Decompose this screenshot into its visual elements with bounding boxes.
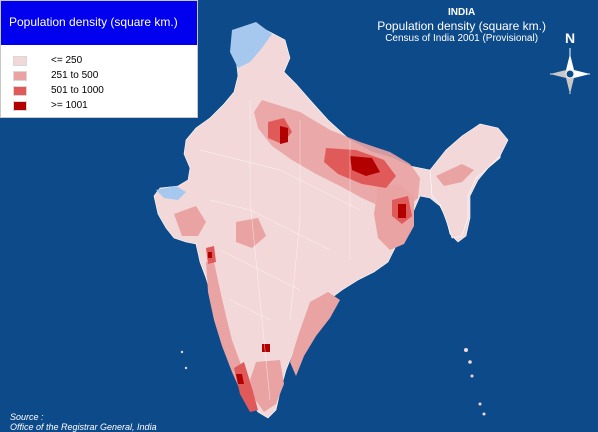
gulf-of-kutch: [156, 186, 186, 200]
delhi-core: [280, 126, 288, 144]
map-subtitle: Population density (square km.): [377, 19, 546, 33]
nicobar-island: [478, 402, 482, 406]
district-boundaries: [199, 100, 361, 401]
north-label: N: [565, 30, 576, 46]
country-title: INDIA: [448, 7, 476, 18]
legend-label: 251 to 500: [51, 70, 99, 81]
source-text: Office of the Registrar General, India: [10, 422, 157, 432]
source-label: Source :: [10, 412, 44, 422]
source-note: Source : Office of the Registrar General…: [10, 412, 157, 432]
legend-item: 251 to 500: [13, 68, 197, 83]
legend-swatch-max: [13, 100, 27, 111]
lakshadweep-island: [184, 366, 188, 370]
bihar-core: [350, 156, 380, 176]
map-title-block: INDIA Population density (square km.) Ce…: [377, 7, 546, 45]
legend-items: <= 250 251 to 500 501 to 1000 >= 1001: [1, 45, 197, 113]
central-patch: [236, 218, 266, 248]
ne-valley-patch: [436, 164, 474, 186]
census-note: Census of India 2001 (Provisional): [385, 33, 539, 44]
west-coast-belt: [206, 262, 246, 390]
legend-swatch-low: [13, 55, 27, 66]
east-coast-belt: [290, 292, 340, 376]
gujarat-patch: [174, 206, 206, 236]
mumbai-core: [208, 252, 212, 258]
legend-title: Population density (square km.): [1, 1, 197, 45]
tamil-nadu-region: [250, 360, 284, 412]
hyderabad-core: [262, 344, 270, 352]
chennai-core: [236, 374, 244, 384]
legend-swatch-medium: [13, 70, 27, 81]
legend-label: 501 to 1000: [51, 85, 104, 96]
disputed-area-north: [230, 22, 272, 68]
legend-item: >= 1001: [13, 98, 197, 113]
legend: Population density (square km.) <= 250 2…: [0, 0, 198, 118]
nicobar-island: [482, 412, 486, 416]
lakshadweep-island: [180, 350, 184, 354]
andaman-island: [464, 348, 468, 352]
compass-icon: [550, 48, 590, 94]
andaman-island: [468, 360, 472, 364]
legend-item: 501 to 1000: [13, 83, 197, 98]
legend-swatch-high: [13, 85, 27, 96]
legend-label: >= 1001: [51, 100, 88, 111]
legend-label: <= 250: [51, 55, 83, 66]
compass-rose: N: [548, 30, 592, 96]
northeast-region: [429, 123, 509, 239]
legend-item: <= 250: [13, 53, 197, 68]
andaman-island: [470, 374, 474, 378]
kolkata-core: [398, 204, 406, 218]
